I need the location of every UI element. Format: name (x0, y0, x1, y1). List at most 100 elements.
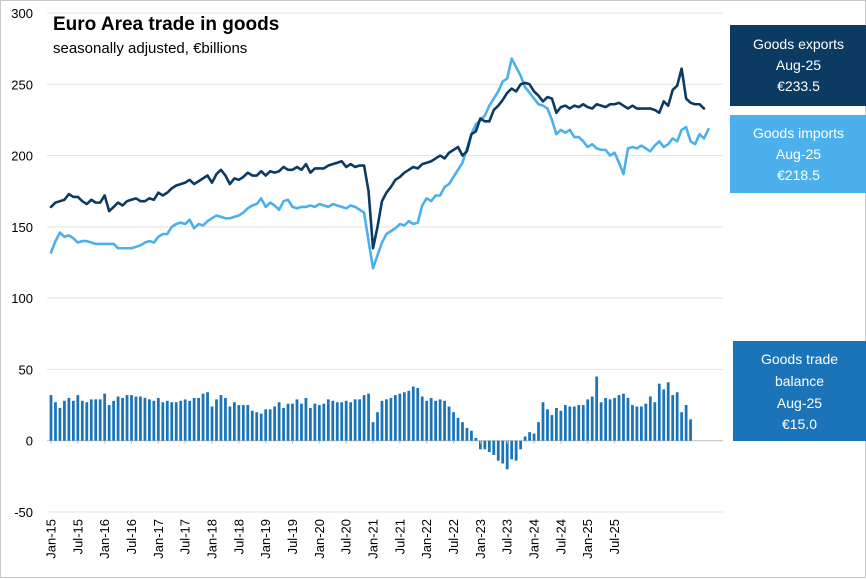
y-tick-label: 50 (19, 362, 33, 377)
x-tick-label: Jul-17 (178, 519, 193, 554)
balance-bar (590, 396, 594, 441)
balance-bar (684, 405, 688, 441)
balance-bar (675, 392, 679, 441)
balance-bar (130, 395, 133, 441)
x-tick-label: Jan-25 (580, 519, 595, 559)
balance-bar (309, 407, 312, 441)
balance-bar (425, 400, 429, 441)
x-tick-label: Jul-21 (392, 519, 407, 554)
x-tick-label: Jan-24 (527, 519, 542, 559)
balance-bar (376, 412, 379, 441)
balance-bar (210, 406, 214, 441)
balance-bar (264, 409, 268, 441)
balance-bar (420, 396, 424, 441)
balance-bar (148, 399, 151, 441)
balance-bar (295, 399, 299, 441)
chart-subtitle: seasonally adjusted, €billions (53, 40, 247, 57)
x-tick-label: Jan-17 (151, 519, 166, 559)
balance-annotation-label-2: balance (775, 373, 824, 389)
y-tick-label: 0 (26, 434, 33, 449)
balance-bar (54, 402, 57, 441)
x-tick-label: Jul-15 (70, 519, 85, 554)
balance-bar (358, 399, 361, 441)
balance-bar (434, 400, 438, 441)
balance-bar (572, 406, 576, 441)
y-tick-label: 100 (11, 291, 33, 306)
balance-bar (277, 402, 281, 441)
x-tick-label: Jan-15 (44, 519, 59, 559)
balance-bar (367, 393, 370, 441)
balance-bar (94, 399, 98, 441)
trade-lines (49, 57, 710, 270)
balance-bar (496, 440, 500, 461)
chart-title: Euro Area trade in goods (53, 14, 279, 35)
x-tick-label: Jul-16 (124, 519, 139, 554)
balance-bar (443, 400, 446, 441)
balance-bar (344, 400, 348, 441)
balance-bar (192, 397, 196, 441)
balance-bar (317, 405, 321, 441)
balance-bar (385, 399, 388, 441)
balance-bar (555, 407, 558, 441)
balance-bar (402, 392, 406, 441)
balance-bar (581, 405, 585, 441)
balance-bar (197, 397, 200, 441)
balance-bar (170, 402, 174, 441)
x-tick-label: Jul-24 (553, 519, 568, 554)
balance-bar (349, 402, 353, 441)
exports-annotation-box (730, 25, 866, 106)
balance-bar (416, 387, 420, 441)
balance-bar (116, 396, 120, 441)
balance-bar (492, 440, 496, 455)
balance-bar (107, 405, 111, 441)
exports-line (49, 67, 706, 250)
balance-bar (80, 400, 84, 441)
balance-bar (353, 399, 357, 441)
balance-bar (631, 405, 634, 441)
balance-bar (617, 395, 621, 441)
y-tick-label: 150 (11, 220, 33, 235)
exports-annotation-date: Aug-25 (776, 57, 821, 73)
balance-bar (671, 395, 675, 441)
balance-bar (689, 419, 692, 441)
balance-bar (541, 402, 545, 441)
balance-bar (470, 430, 473, 441)
balance-bar (662, 389, 666, 441)
balance-annotation-value: €15.0 (782, 416, 817, 432)
balance-bar (546, 409, 549, 441)
balance-bar (644, 403, 648, 441)
balance-bar (201, 393, 205, 441)
balance-bar (98, 399, 102, 441)
balance-bar (528, 432, 531, 441)
balance-bar (483, 440, 487, 450)
y-tick-label: 250 (11, 77, 33, 92)
y-tick-label: -50 (14, 505, 33, 520)
balance-bar (380, 400, 384, 441)
balance-annotation-label-1: Goods trade (761, 351, 838, 367)
balance-bar (313, 403, 317, 441)
balance-bar (300, 403, 303, 441)
balance-bar (362, 395, 366, 441)
balance-bar (268, 409, 272, 441)
balance-bar (519, 440, 523, 450)
balance-bar (85, 402, 89, 441)
balance-bar (291, 403, 294, 441)
balance-bar (389, 397, 393, 441)
x-tick-label: Jan-23 (473, 519, 488, 559)
balance-bar (505, 440, 509, 470)
x-tick-label: Jul-23 (500, 519, 515, 554)
balance-bar (429, 397, 433, 441)
balance-bar (134, 396, 138, 441)
x-axis: Jan-15 Jul-15 Jan-16 Jul-16 Jan-17 Jul-17 Jan-… (44, 440, 622, 559)
imports-annotation-date: Aug-25 (776, 146, 821, 162)
balance-bar (407, 390, 411, 441)
imports-annotation-label: Goods imports (753, 125, 844, 141)
balance-bar (411, 386, 415, 441)
balance-bar (639, 406, 643, 441)
y-tick-label: 200 (11, 149, 33, 164)
exports-annotation-label: Goods exports (753, 36, 844, 52)
balance-bar (371, 422, 375, 441)
balance-bar (237, 405, 241, 441)
x-tick-label: Jan-22 (419, 519, 434, 559)
balance-bar (461, 422, 464, 441)
